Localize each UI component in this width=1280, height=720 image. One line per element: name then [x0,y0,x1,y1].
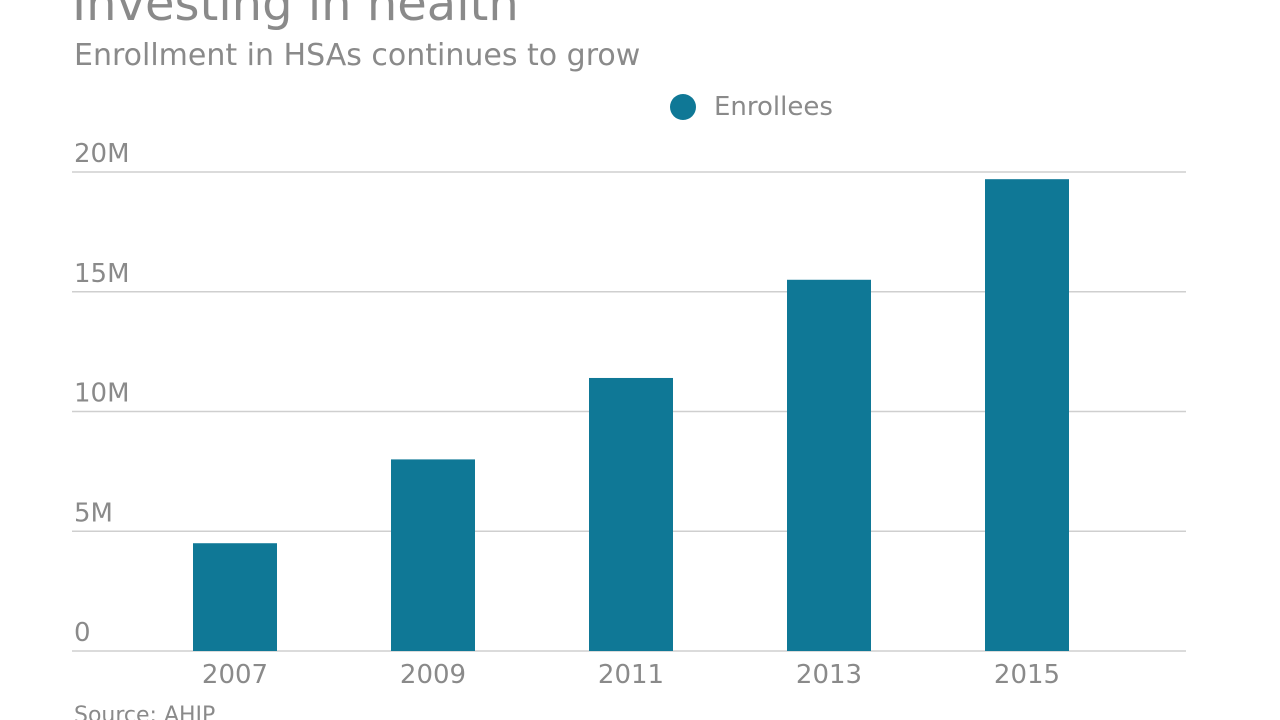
y-tick-label: 10M [74,379,130,409]
y-tick-label: 5M [74,498,113,528]
legend-marker [670,94,696,120]
y-tick-label: 20M [74,139,130,169]
x-tick-label-2011: 2011 [598,660,664,690]
x-tick-label-2013: 2013 [796,660,862,690]
bar-2009 [391,459,475,651]
legend: Enrollees [670,92,833,122]
y-tick-label: 0 [74,618,91,648]
bar-2011 [589,377,673,651]
y-tick-label: 15M [74,259,130,289]
x-tick-label-2015: 2015 [994,660,1060,690]
bar-2015 [985,179,1069,651]
bar-2007 [193,543,277,651]
x-tick-label-2009: 2009 [400,660,466,690]
chart-title: Investing in health [72,0,519,32]
source-note: Source: AHIP [74,703,216,720]
bar-2013 [787,279,871,651]
chart-subtitle: Enrollment in HSAs continues to grow [74,38,641,73]
x-tick-label-2007: 2007 [202,660,268,690]
legend-label-enrollees: Enrollees [714,92,833,122]
